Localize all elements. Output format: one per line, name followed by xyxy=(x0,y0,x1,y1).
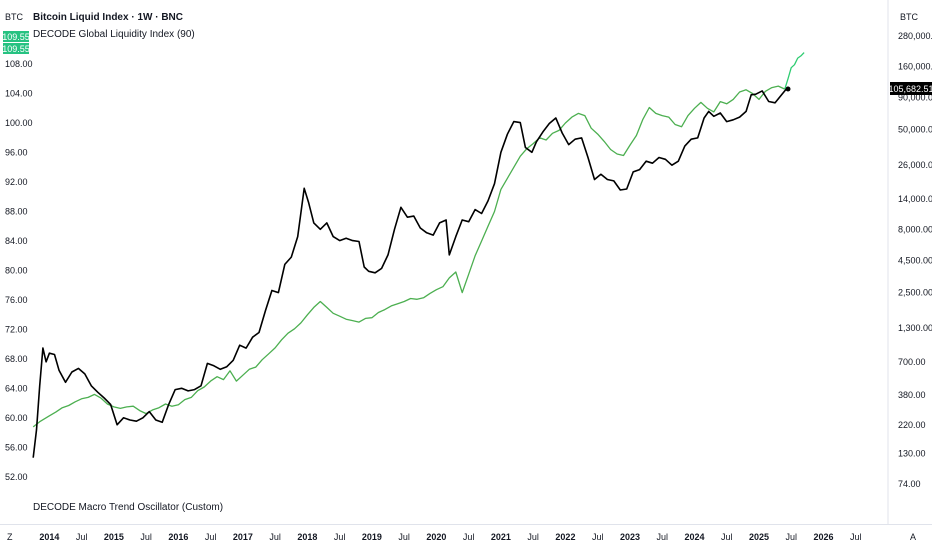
left-axis-tick-label: 56.00 xyxy=(5,443,28,453)
left-axis-tick-label: 104.00 xyxy=(5,89,33,99)
time-axis-tick-label: Jul xyxy=(205,532,217,542)
left-axis-tick-label: 76.00 xyxy=(5,295,28,305)
left-axis-tick-label: 68.00 xyxy=(5,354,28,364)
liquidity-projection-line[interactable] xyxy=(784,52,805,90)
time-axis-tick-label: 2026 xyxy=(813,532,833,542)
time-axis-tick-label: 2022 xyxy=(555,532,575,542)
right-axis-tick-label: 50,000.00 xyxy=(898,125,932,135)
time-axis-tick-label: Jul xyxy=(398,532,410,542)
time-axis-tick-label: 2024 xyxy=(684,532,704,542)
indicator-oscillator-label[interactable]: DECODE Macro Trend Oscillator (Custom) xyxy=(33,502,223,513)
right-price-badge: 105,682.51 xyxy=(888,82,932,95)
time-axis-tick-label: Jul xyxy=(721,532,733,542)
time-axis-tick-label: Jul xyxy=(140,532,152,542)
right-currency-label: BTC xyxy=(900,12,919,22)
time-axis-tick-label: Jul xyxy=(592,532,604,542)
right-axis-tick-label: 160,000.00 xyxy=(898,61,932,71)
time-axis-tick-label: Jul xyxy=(656,532,668,542)
left-axis-tick-label: 88.00 xyxy=(5,207,28,217)
left-axis-tick-label: 84.00 xyxy=(5,236,28,246)
time-axis-tick-label: Jul xyxy=(463,532,475,542)
plot-area[interactable] xyxy=(32,52,805,458)
svg-text:105,682.51: 105,682.51 xyxy=(888,84,932,94)
zoom-corner-button[interactable]: Z xyxy=(7,532,13,542)
time-axis-tick-label: 2014 xyxy=(39,532,59,542)
right-axis-tick-label: 130.00 xyxy=(898,448,926,458)
time-axis-tick-label: Jul xyxy=(785,532,797,542)
time-axis-tick-label: Jul xyxy=(334,532,346,542)
left-axis-tick-label: 108.00 xyxy=(5,59,33,69)
svg-text:109.55: 109.55 xyxy=(2,44,30,54)
right-axis-tick-label: 26,000.00 xyxy=(898,160,932,170)
liquidity-index-line[interactable] xyxy=(32,85,786,428)
indicator-liquidity-label[interactable]: DECODE Global Liquidity Index (90) xyxy=(33,29,195,40)
time-axis-tick-label: Jul xyxy=(269,532,281,542)
time-axis-tick-label: 2019 xyxy=(362,532,382,542)
btc-last-price-marker xyxy=(785,86,791,92)
auto-scale-button[interactable]: A xyxy=(910,532,916,542)
time-axis-tick-label: 2018 xyxy=(297,532,317,542)
time-axis-tick-label: 2016 xyxy=(168,532,188,542)
right-axis-tick-label: 74.00 xyxy=(898,479,921,489)
time-axis-tick-label: 2020 xyxy=(426,532,446,542)
right-price-axis[interactable]: 280,000.00 160,000.00 90,000.00 50,000.00 26… xyxy=(898,31,932,489)
time-axis-tick-label: 2015 xyxy=(104,532,124,542)
left-currency-label: BTC xyxy=(5,12,24,22)
left-axis-tick-label: 96.00 xyxy=(5,148,28,158)
time-axis-tick-label: Jul xyxy=(76,532,88,542)
right-axis-tick-label: 280,000.00 xyxy=(898,31,932,41)
left-value-badge-top: 109.55 xyxy=(2,31,30,42)
time-axis-tick-label: 2021 xyxy=(491,532,511,542)
right-axis-tick-label: 90,000.00 xyxy=(898,93,932,103)
right-axis-tick-label: 4,500.00 xyxy=(898,256,932,266)
chart-title[interactable]: Bitcoin Liquid Index · 1W · BNC xyxy=(33,12,183,23)
left-axis-tick-label: 52.00 xyxy=(5,472,28,482)
time-axis-tick-label: 2025 xyxy=(749,532,769,542)
right-axis-tick-label: 700.00 xyxy=(898,357,926,367)
time-axis-tick-label: 2023 xyxy=(620,532,640,542)
right-axis-tick-label: 8,000.00 xyxy=(898,224,932,234)
left-axis-tick-label: 92.00 xyxy=(5,177,28,187)
left-axis-tick-label: 64.00 xyxy=(5,384,28,394)
right-axis-tick-label: 14,000.00 xyxy=(898,194,932,204)
time-axis-tick-label: Jul xyxy=(527,532,539,542)
btc-price-line[interactable] xyxy=(32,88,789,458)
time-axis-tick-label: 2017 xyxy=(233,532,253,542)
right-axis-tick-label: 1,300.00 xyxy=(898,323,932,333)
left-axis-tick-label: 72.00 xyxy=(5,325,28,335)
left-axis-tick-label: 80.00 xyxy=(5,266,28,276)
svg-text:109.55: 109.55 xyxy=(2,32,30,42)
right-axis-tick-label: 380.00 xyxy=(898,390,926,400)
right-axis-tick-label: 220.00 xyxy=(898,420,926,430)
left-axis-tick-label: 100.00 xyxy=(5,118,33,128)
time-axis-tick-label: Jul xyxy=(850,532,862,542)
left-value-badge-bottom: 109.55 xyxy=(2,43,30,54)
time-axis[interactable]: 2014 Jul 2015 Jul 2016 Jul 2017 Jul 2018 Jul 2019 J… xyxy=(39,532,861,542)
right-axis-tick-label: 2,500.00 xyxy=(898,288,932,298)
left-axis-tick-label: 60.00 xyxy=(5,413,28,423)
left-price-axis[interactable]: 108.00 104.00 100.00 96.00 92.00 88.00 84.00 80… xyxy=(5,59,33,482)
